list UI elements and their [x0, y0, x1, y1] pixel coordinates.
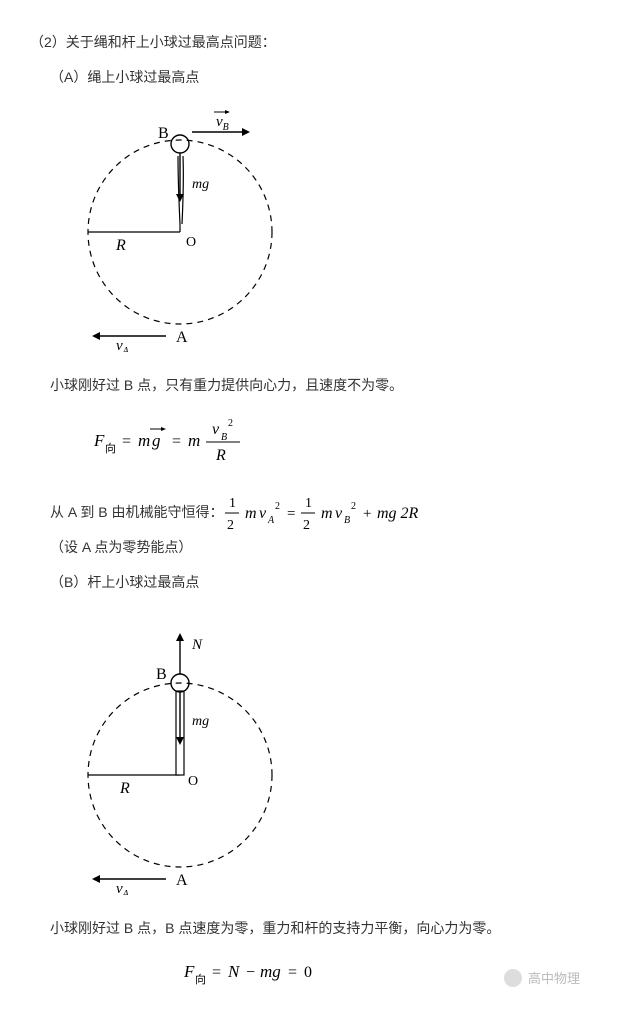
svg-text:=: =: [288, 964, 297, 981]
desc-a: 小球刚好过 B 点，只有重力提供向心力，且速度不为零。: [30, 373, 610, 398]
diagram-a-svg: B O R mg A vB vA: [60, 102, 320, 352]
svg-text:A: A: [267, 515, 275, 526]
svg-text:N: N: [227, 962, 241, 981]
svg-text:+: +: [363, 506, 371, 522]
svg-text:v: v: [335, 505, 343, 522]
svg-text:B: B: [344, 515, 350, 526]
svg-text:g: g: [152, 431, 161, 450]
diagram-b-svg: B O R mg N A vA: [60, 625, 320, 895]
svg-text:2: 2: [351, 501, 356, 512]
label-vb: vB: [216, 114, 229, 133]
svg-text:=: =: [287, 506, 295, 522]
svg-text:F: F: [93, 431, 105, 450]
svg-text:m: m: [188, 431, 200, 450]
svg-text:m: m: [321, 505, 333, 522]
svg-text:2: 2: [227, 518, 234, 533]
label-b2: B: [156, 666, 167, 683]
svg-text:mg 2R: mg 2R: [377, 505, 419, 522]
energy-tail: （设 A 点为零势能点）: [50, 535, 192, 560]
label-o2: O: [188, 774, 198, 789]
svg-text:向: 向: [195, 972, 206, 986]
formula-a: F 向 = m g = m v B 2 R: [30, 412, 610, 477]
svg-text:1: 1: [229, 496, 236, 511]
svg-text:F: F: [183, 962, 195, 981]
watermark: 高中物理: [504, 967, 580, 990]
svg-text:向: 向: [105, 441, 116, 455]
svg-text:2: 2: [303, 518, 310, 533]
heading: （2）关于绳和杆上小球过最高点问题：: [30, 30, 610, 55]
svg-text:=: =: [122, 433, 131, 450]
label-b: B: [158, 125, 169, 142]
svg-text:−: −: [246, 964, 255, 981]
energy-formula: 1 2 m v A 2 = 1 2 m v B 2 + mg 2R: [223, 491, 493, 535]
label-mg-a: mg: [192, 177, 209, 192]
wechat-icon: [504, 969, 522, 987]
label-r: R: [115, 237, 126, 254]
svg-text:0: 0: [304, 964, 312, 981]
svg-text:B: B: [221, 432, 227, 443]
section-a-title: （A）绳上小球过最高点: [30, 65, 610, 90]
svg-text:2: 2: [275, 501, 280, 512]
svg-text:1: 1: [305, 496, 312, 511]
svg-text:v: v: [212, 421, 220, 438]
svg-text:2: 2: [228, 418, 233, 429]
label-r2: R: [119, 780, 130, 797]
svg-text:v: v: [259, 505, 267, 522]
label-va-a: vA: [116, 338, 130, 352]
label-va-b: vA: [116, 881, 130, 895]
label-n: N: [191, 637, 203, 653]
section-b-title: （B）杆上小球过最高点: [30, 570, 610, 595]
energy-prefix: 从 A 到 B 由机械能守恒得：: [50, 500, 223, 525]
svg-text:R: R: [215, 447, 226, 464]
desc-b: 小球刚好过 B 点，B 点速度为零，重力和杆的支持力平衡，向心力为零。: [30, 916, 610, 941]
energy-line: 从 A 到 B 由机械能守恒得： 1 2 m v A 2 = 1 2 m v B…: [30, 491, 610, 560]
svg-text:=: =: [172, 433, 181, 450]
label-a2: A: [176, 872, 188, 889]
diagram-a: B O R mg A vB vA: [30, 102, 610, 360]
label-o: O: [186, 235, 196, 250]
svg-text:=: =: [212, 964, 221, 981]
label-a: A: [176, 329, 188, 346]
svg-text:m: m: [245, 505, 257, 522]
svg-text:mg: mg: [260, 962, 281, 981]
watermark-text: 高中物理: [528, 967, 580, 990]
svg-text:m: m: [138, 431, 150, 450]
diagram-b: B O R mg N A vA: [30, 625, 610, 903]
label-mg-b: mg: [192, 714, 209, 729]
